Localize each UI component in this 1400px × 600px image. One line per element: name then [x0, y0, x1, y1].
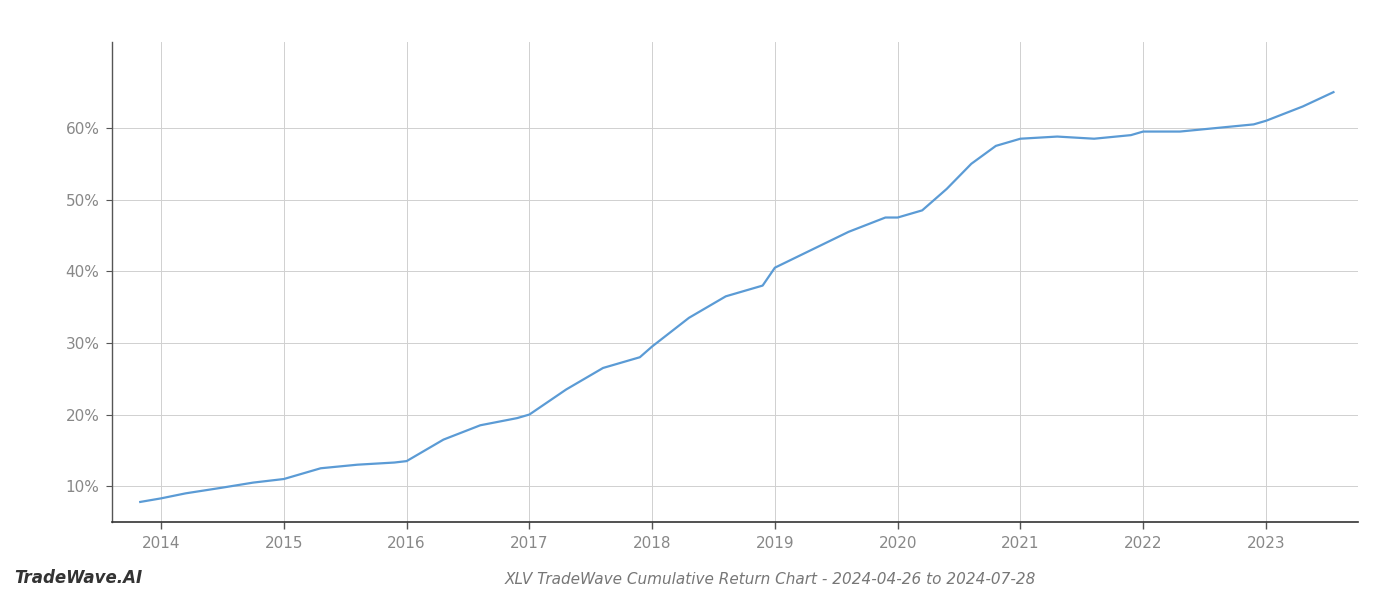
Text: XLV TradeWave Cumulative Return Chart - 2024-04-26 to 2024-07-28: XLV TradeWave Cumulative Return Chart - … — [504, 572, 1036, 587]
Text: TradeWave.AI: TradeWave.AI — [14, 569, 143, 587]
